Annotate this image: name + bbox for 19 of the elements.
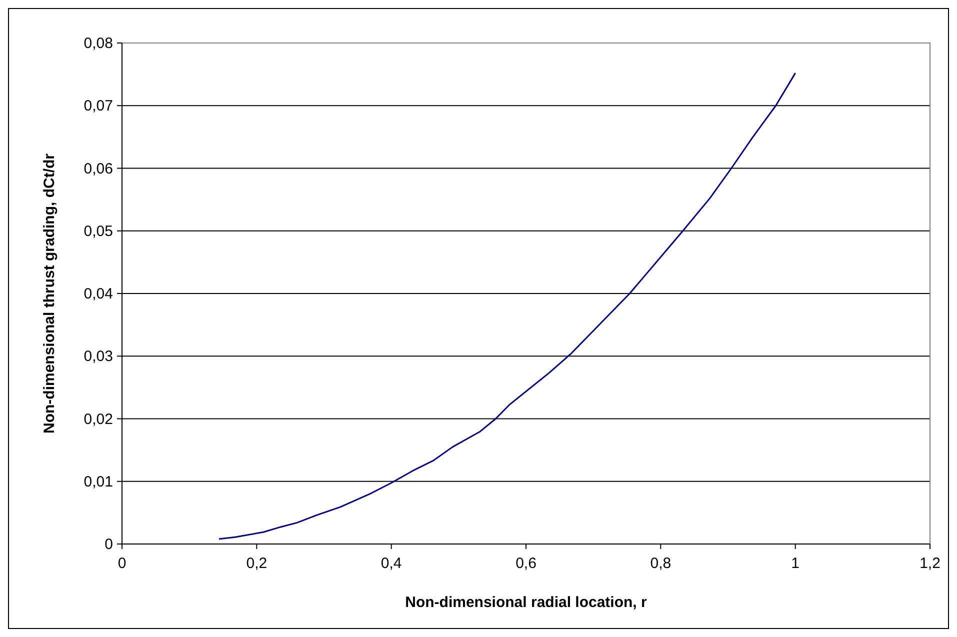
- y-tick-label: 0,07: [84, 98, 113, 115]
- y-axis-title: Non-dimensional thrust grading, dCt/dr: [41, 153, 58, 434]
- y-tick-label: 0,08: [84, 35, 113, 52]
- x-tick-label: 1,2: [920, 555, 940, 572]
- x-tick-label: 1: [791, 555, 800, 572]
- x-tick-label: 0,2: [246, 555, 268, 572]
- x-tick-label: 0,4: [380, 555, 402, 572]
- y-tick-label: 0,06: [84, 160, 113, 178]
- x-tick-label: 0: [118, 555, 126, 572]
- y-tick-label: 0,04: [84, 286, 113, 302]
- y-tick-label: 0,03: [84, 348, 113, 366]
- y-tick-label: 0,01: [84, 473, 113, 490]
- x-axis-title: Non-dimensional radial location, r: [405, 594, 648, 611]
- y-tick-label: 0: [104, 536, 113, 553]
- x-tick-label: 0,6: [516, 555, 536, 572]
- y-tick-label: 0,02: [84, 410, 113, 428]
- y-tick-label: 0,05: [84, 222, 113, 240]
- line-series: [218, 72, 796, 540]
- x-tick-label: 0,8: [650, 555, 672, 572]
